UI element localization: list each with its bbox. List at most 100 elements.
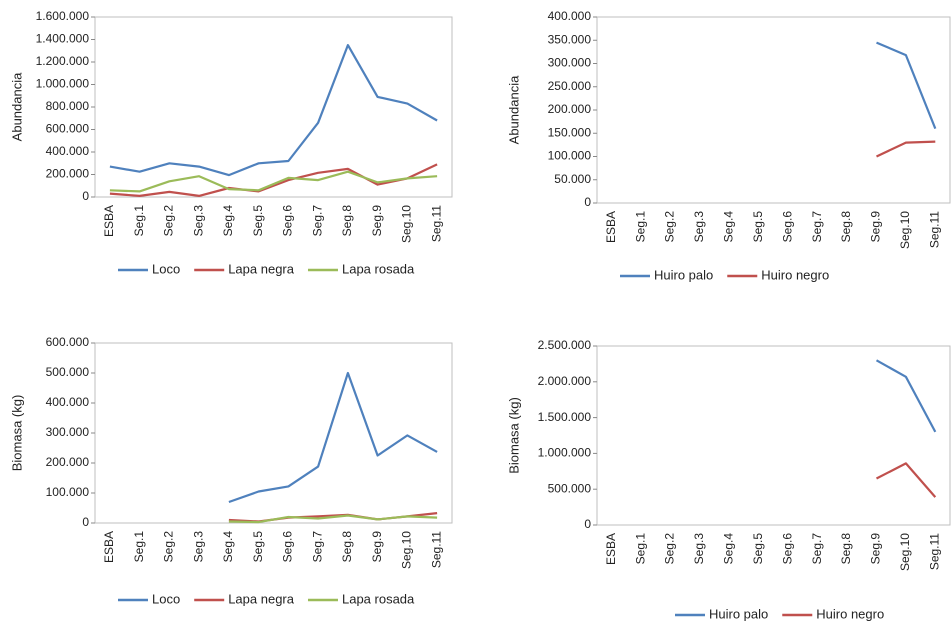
x-tick-label: ESBA [102,531,116,563]
x-tick-label: Seg.4 [221,205,235,237]
legend-label: Lapa rosada [342,591,415,606]
x-tick-label: Seg.11 [927,533,941,570]
x-tick-label: Seg.6 [281,531,295,563]
x-tick-label: Seg.5 [751,211,765,243]
y-tick-label: 300.000 [548,56,592,70]
x-tick-label: Seg.2 [663,211,677,243]
legend-label: Loco [152,591,180,606]
y-tick-label: 0 [82,515,89,529]
x-tick-label: Seg.4 [722,533,736,565]
y-tick-label: 1.400.000 [36,32,90,46]
x-tick-label: Seg.5 [251,205,265,237]
y-tick-label: 1.000.000 [538,446,592,460]
legend-label: Lapa rosada [342,261,415,276]
x-tick-label: Seg.5 [251,531,265,563]
x-tick-label: Seg.10 [898,211,912,249]
plot-frame [596,345,951,526]
y-tick-label: 800.000 [46,99,90,113]
x-tick-label: Seg.3 [191,205,205,237]
series-line [875,462,937,498]
y-tick-label: 600.000 [46,122,90,136]
y-tick-label: 500.000 [548,481,592,495]
y-tick-label: 300.000 [46,425,90,439]
series-line [109,163,438,197]
y-tick-label: 500.000 [46,365,90,379]
x-tick-label: ESBA [604,211,618,243]
x-tick-label: Seg.1 [633,533,647,565]
series-line [109,170,438,193]
x-tick-label: Seg.9 [370,205,384,237]
x-tick-label: Seg.2 [663,533,677,565]
x-tick-label: ESBA [102,205,116,237]
series-line [109,44,438,177]
y-axis-label: Abundancia [506,75,521,144]
x-tick-label: Seg.9 [869,211,883,243]
legend-label: Loco [152,261,180,276]
series-line [875,359,937,433]
y-axis-label: Biomasa (kg) [506,397,521,474]
x-tick-label: Seg.3 [692,211,706,243]
y-tick-label: 2.500.000 [538,338,592,352]
series-line [228,371,438,504]
x-tick-label: Seg.7 [810,211,824,243]
y-tick-label: 1.600.000 [36,9,90,23]
x-tick-label: Seg.7 [810,533,824,565]
series-line [876,41,937,130]
legend-label: Huiro palo [709,606,768,621]
y-tick-label: 100.000 [548,149,592,163]
x-tick-label: Seg.8 [839,211,853,243]
legend-label: Huiro negro [761,267,829,282]
x-tick-label: Seg.11 [429,531,443,568]
y-tick-label: 100.000 [46,485,90,499]
x-tick-label: Seg.11 [927,211,941,248]
x-tick-label: Seg.4 [722,211,736,243]
series-line [228,514,438,524]
x-tick-label: Seg.8 [340,205,354,237]
y-tick-label: 0 [584,195,591,209]
legend-label: Huiro palo [654,267,713,282]
x-tick-label: Seg.1 [132,531,146,563]
legend-label: Lapa negra [228,591,295,606]
x-tick-label: Seg.10 [400,205,414,243]
x-tick-label: Seg.3 [692,533,706,565]
x-tick-label: Seg.10 [898,533,912,571]
y-axis-label: Biomasa (kg) [9,395,24,472]
y-tick-label: 400.000 [548,9,592,23]
series-line [876,140,936,158]
y-tick-label: 0 [584,517,591,531]
y-tick-label: 600.000 [46,335,90,349]
x-tick-label: Seg.3 [191,531,205,563]
x-tick-label: Seg.9 [869,533,883,565]
x-tick-label: Seg.2 [162,531,176,563]
x-tick-label: Seg.7 [310,531,324,563]
x-tick-label: Seg.6 [281,205,295,237]
legend-label: Lapa negra [228,261,295,276]
y-tick-label: 350.000 [548,32,592,46]
y-tick-label: 0 [82,189,89,203]
x-tick-label: Seg.8 [340,531,354,563]
plot-frame [94,342,453,524]
x-tick-label: Seg.2 [162,205,176,237]
legend-label: Huiro negro [816,606,884,621]
y-axis-label: Abundancia [9,72,24,141]
x-tick-label: Seg.7 [310,205,324,237]
x-tick-label: Seg.10 [400,531,414,569]
y-tick-label: 250.000 [548,79,592,93]
y-tick-label: 200.000 [46,455,90,469]
x-tick-label: Seg.1 [633,211,647,243]
x-tick-label: Seg.1 [132,205,146,237]
y-tick-label: 150.000 [548,125,592,139]
x-tick-label: Seg.5 [751,533,765,565]
x-tick-label: ESBA [604,533,618,565]
x-tick-label: Seg.6 [780,211,794,243]
x-tick-label: Seg.11 [429,205,443,242]
y-tick-label: 1.500.000 [538,410,592,424]
y-tick-label: 2.000.000 [538,374,592,388]
y-tick-label: 1.000.000 [36,77,90,91]
x-tick-label: Seg.8 [839,533,853,565]
y-tick-label: 200.000 [548,102,592,116]
y-tick-label: 50.000 [554,172,591,186]
y-tick-label: 400.000 [46,395,90,409]
y-tick-label: 200.000 [46,167,90,181]
x-tick-label: Seg.6 [780,533,794,565]
